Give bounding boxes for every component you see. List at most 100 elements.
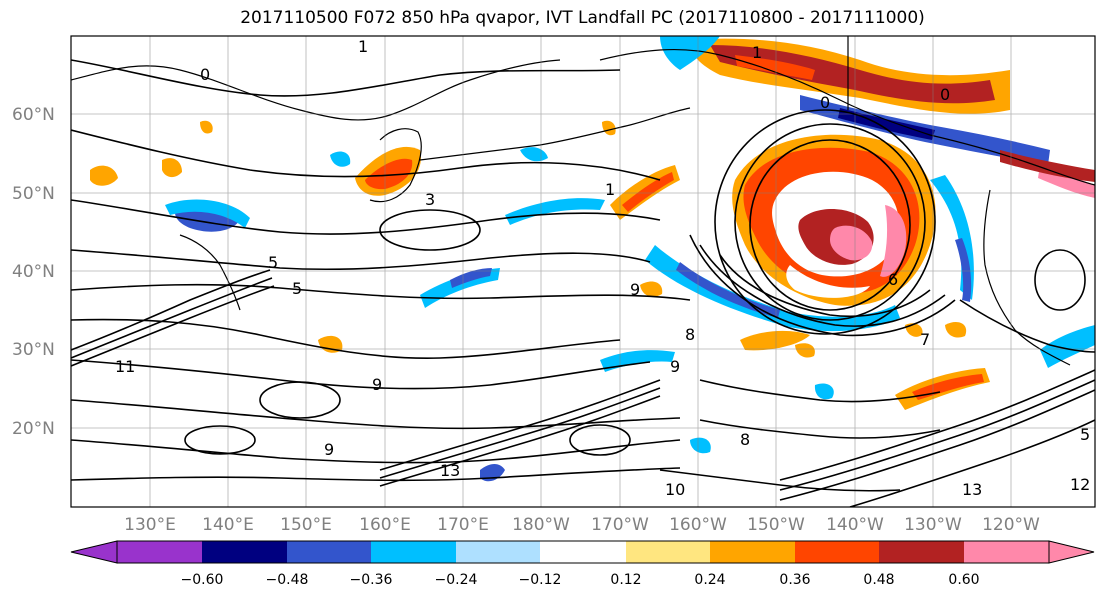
cyclone-white-south (786, 265, 870, 298)
lon-tick-label: 120°W (982, 515, 1040, 535)
colorbar-segment (202, 541, 287, 563)
contour-labels: 1 1 0 0 3 5 5 9 11 9 9 9 13 10 13 12 8 (115, 37, 1090, 499)
map-content: 1 1 0 0 3 5 5 9 11 9 9 9 13 10 13 12 8 (71, 36, 1095, 507)
contour-label: 13 (962, 480, 982, 499)
jet-east-1 (779, 369, 1095, 481)
cyan-band-west (505, 198, 605, 225)
colorbar-tick-label: 0.24 (694, 572, 725, 588)
lat-tick-label: 40°N (12, 262, 55, 282)
blob-cyan-4 (690, 437, 711, 454)
colorbar-segment (117, 541, 202, 563)
lat-tick-label: 50°N (12, 184, 55, 204)
contour-label: 1 (752, 43, 762, 62)
lon-tick-label: 170°E (437, 515, 489, 535)
lat-tick-label: 30°N (12, 340, 55, 360)
contour-north-2 (71, 129, 661, 181)
colorbar-tick-label: −0.36 (350, 572, 393, 588)
cyclone-pink-east (880, 205, 907, 277)
jet-east-3 (779, 389, 1095, 501)
contour-label: 5 (268, 253, 278, 272)
lon-tick-label: 160°W (669, 515, 727, 535)
jet-japan-1 (71, 269, 271, 351)
colorbar-segment (710, 541, 795, 563)
colorbar: −0.60 −0.48 −0.36 −0.24 −0.12 0.12 0.24 … (70, 540, 1095, 588)
cyclone-tail-2 (699, 244, 946, 327)
cyclone-ring-1 (749, 139, 911, 311)
contour-label: 3 (425, 190, 435, 209)
colorbar-tick-label: −0.60 (181, 572, 224, 588)
coastline-layer (71, 36, 1095, 366)
contour-label: 11 (115, 357, 135, 376)
darkblue-east-cyclone (955, 238, 972, 302)
asia-coast (71, 59, 561, 121)
lon-tick-label: 180°W (512, 515, 570, 535)
loop-4 (379, 209, 481, 251)
contour-label: 1 (605, 180, 615, 199)
contour-label: 9 (670, 357, 680, 376)
contour-mid-2 (71, 249, 651, 271)
alaska-darkred (710, 45, 995, 104)
blob-orange-6 (640, 281, 663, 297)
alaska-cyan (660, 36, 720, 70)
lon-tick-label: 160°E (359, 515, 411, 535)
contour-south-4 (71, 467, 681, 482)
contour-label: 8 (685, 325, 695, 344)
alaska-coast (599, 48, 1095, 186)
contour-label: 0 (200, 65, 210, 84)
blob-orange-8 (945, 322, 967, 338)
jet-sub-3 (379, 395, 661, 487)
blob-orange-2 (162, 158, 182, 178)
japan-coast (179, 234, 241, 311)
figure-title: 2017110500 F072 850 hPa qvapor, IVT Land… (240, 8, 925, 28)
lon-tick-label: 170°W (591, 515, 649, 535)
colorbar-tick-label: −0.24 (435, 572, 478, 588)
lon-tick-label: 140°E (202, 515, 254, 535)
colorbar-tick-label: 0.48 (863, 572, 894, 588)
colorbar-segment (964, 541, 1049, 563)
loop-2 (569, 424, 631, 456)
contour-label: 1 (358, 37, 368, 56)
lat-tick-label: 20°N (12, 419, 55, 439)
contour-mid-1 (71, 199, 661, 235)
contour-label: 8 (740, 430, 750, 449)
contour-label: 0 (940, 85, 950, 104)
contour-label: 7 (920, 330, 930, 349)
subtrop-orange-center (740, 330, 810, 351)
lat-tick-label: 60°N (12, 105, 55, 125)
colorbar-tick-label: −0.12 (519, 572, 562, 588)
contour-layer (71, 59, 1095, 507)
jet-sub-1 (379, 379, 661, 471)
blob-orange-3 (200, 120, 213, 134)
darkblue-arc-cyclone (676, 262, 780, 318)
contour-mid-4 (71, 318, 621, 360)
contour-south-3 (71, 439, 681, 464)
contour-label: 12 (1070, 475, 1090, 494)
cyclone-pink-core (830, 225, 873, 261)
jet-east-4 (849, 419, 1095, 507)
loop-1 (259, 381, 341, 419)
alaska-red (735, 55, 815, 80)
jet-japan-3 (71, 285, 275, 367)
contour-east-1 (959, 299, 1095, 353)
colorbar-tick-label: 0.36 (779, 572, 810, 588)
cyclone-tail-1 (719, 254, 931, 318)
contour-label: 9 (372, 375, 382, 394)
lat-labels: 60°N 50°N 40°N 30°N 20°N (12, 105, 55, 439)
cyclone-tail-3 (689, 234, 956, 337)
contour-label: 6 (888, 270, 898, 289)
blob-orange-1 (90, 165, 118, 186)
contour-mid-3 (71, 283, 691, 301)
blob-orange-4 (602, 120, 616, 136)
contour-south-1 (71, 359, 651, 390)
colorbar-segment (795, 541, 879, 563)
jet-sub-2 (379, 387, 661, 479)
contour-label: 13 (440, 461, 460, 480)
aleutians (419, 107, 691, 161)
contour-east-3 (699, 419, 941, 439)
blob-cyan-3 (814, 383, 834, 400)
coast-darkred (1000, 150, 1095, 182)
kamchatka-coast (369, 128, 422, 203)
lon-tick-label: 130°E (124, 515, 176, 535)
